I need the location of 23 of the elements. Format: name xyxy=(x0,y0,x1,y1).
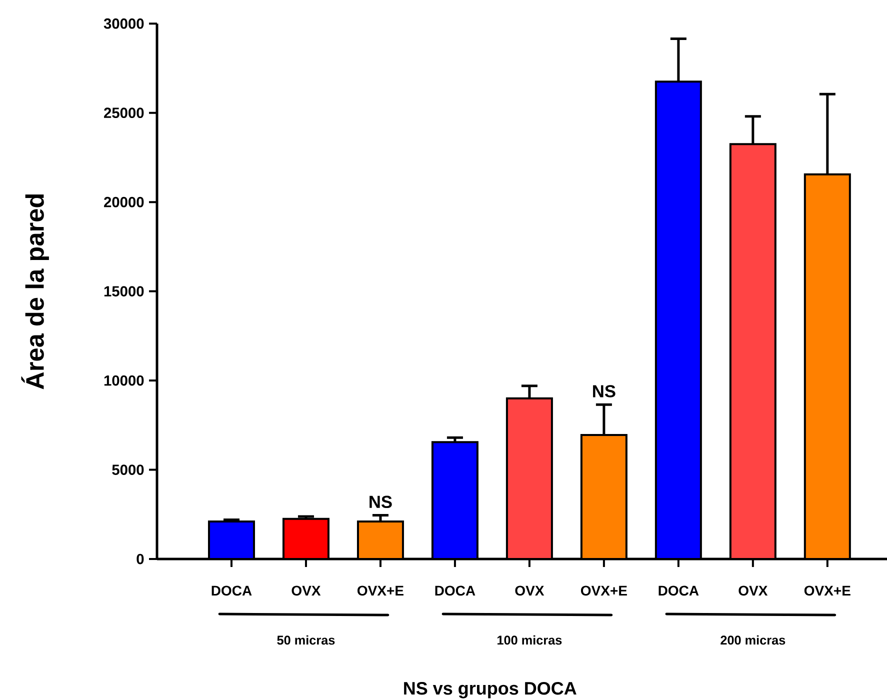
x-axis-title: NS vs grupos DOCA xyxy=(404,682,576,698)
text: 100 micras xyxy=(498,635,562,645)
x-tick-label: OVX+E xyxy=(804,586,850,596)
x-tick-label: DOCA xyxy=(658,586,699,596)
x-tick-label: OVX+E xyxy=(580,586,627,596)
y-tick-label: 10000 xyxy=(104,375,144,386)
x-tick-label: OVX xyxy=(515,586,544,596)
y-tick-label: 5000 xyxy=(112,464,144,475)
x-tick-label: OVX+E xyxy=(358,586,404,596)
y-tick-label: 0 xyxy=(136,554,144,564)
y-tick-label: 15000 xyxy=(104,286,144,296)
y-tick-label: 25000 xyxy=(104,108,144,118)
x-tick-label: OVX xyxy=(292,586,321,596)
text: 50 micras xyxy=(277,635,335,645)
x-tick-label: OVX xyxy=(738,586,768,596)
y-tick-label: 30000 xyxy=(104,18,144,29)
annotation: NS xyxy=(593,385,616,398)
text: 200 micras xyxy=(720,635,786,645)
x-tick-label: DOCA xyxy=(435,586,476,596)
y-axis-title: Área de la pared xyxy=(21,194,49,390)
x-tick-label: DOCA xyxy=(212,586,252,596)
y-tick-label: 20000 xyxy=(104,196,144,208)
annotation: NS xyxy=(370,496,392,508)
